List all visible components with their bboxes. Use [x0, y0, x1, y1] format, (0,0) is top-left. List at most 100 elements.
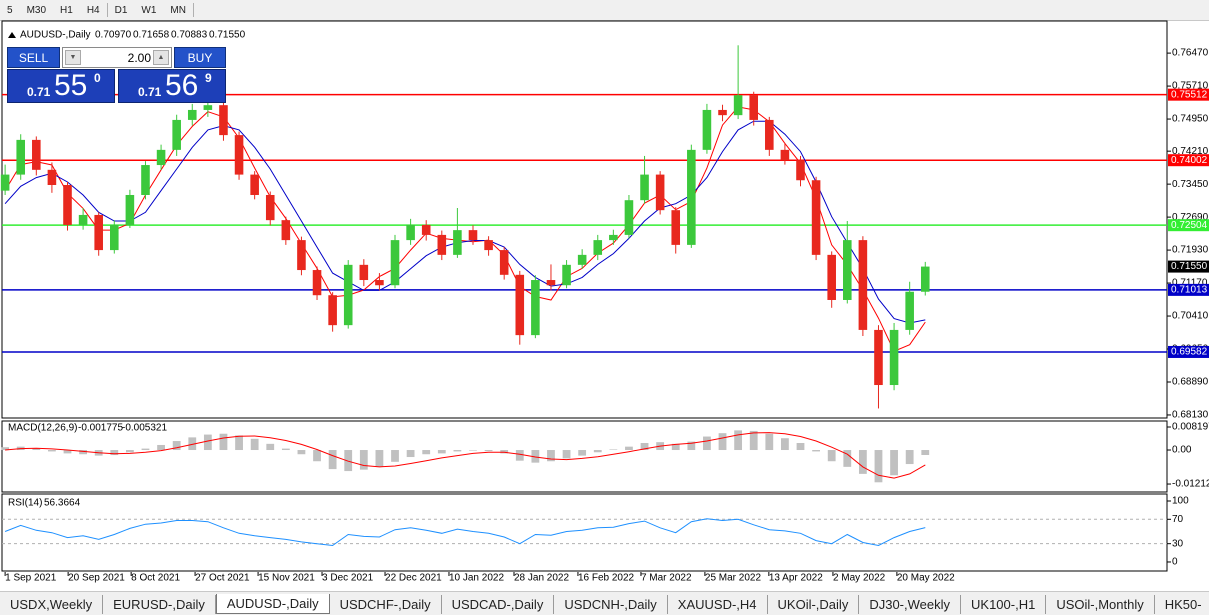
timeframe-button[interactable]: H4 [86, 4, 100, 16]
candle-body [765, 119, 774, 150]
y-tick-label: 0.68890 [1172, 377, 1209, 388]
chart-tab[interactable]: USDCHF-,Daily [330, 594, 442, 614]
candle-body [874, 329, 883, 386]
macd-bar [531, 450, 540, 463]
macd-signal [5, 432, 926, 479]
macd-bar [562, 450, 571, 459]
macd-bar [796, 443, 805, 451]
one-click-trading: SELL ▼ 2.00 ▲ BUY 0.71 55 0 0.71 56 9 [7, 47, 226, 103]
macd-bar [281, 448, 290, 451]
candle-body [453, 230, 462, 255]
macd-bar [874, 450, 883, 483]
y-tick-label: 0 [1172, 557, 1178, 568]
macd-bar [718, 433, 727, 451]
macd-bar [812, 450, 820, 452]
macd-bar [437, 450, 446, 454]
candle-body [281, 220, 291, 241]
x-tick-label: 1 Sep 2021 [5, 573, 57, 584]
lot-field[interactable]: ▼ 2.00 ▲ [62, 47, 172, 68]
timeframe-button[interactable]: H1 [60, 4, 73, 16]
pane-border [1, 20, 1168, 419]
macd-bar [515, 450, 524, 461]
macd-bar [250, 438, 259, 451]
macd-bar [391, 450, 399, 462]
candle-body [32, 139, 41, 170]
buy-price[interactable]: 0.71 56 9 [118, 69, 226, 103]
y-tick-label: -0.012121 [1172, 479, 1209, 490]
candle-body [593, 240, 603, 255]
macd-bar [219, 433, 228, 451]
chart-tab[interactable]: EURUSD-,Daily [103, 594, 216, 614]
chart-tab[interactable]: USDCAD-,Daily [442, 594, 555, 614]
timeframe-button[interactable]: 5 [7, 4, 13, 16]
macd-bar [32, 448, 41, 451]
candle-body [515, 274, 525, 336]
candle-body [203, 105, 213, 110]
x-tick-label: 15 Nov 2021 [258, 573, 315, 584]
candle-body [546, 280, 556, 286]
price-label-box [1168, 260, 1209, 273]
macd-bar [344, 450, 353, 472]
chart-tabs: USDX,Weekly EURUSD-,Daily AUDUSD-,Daily USD… [0, 591, 1209, 615]
macd-bar [781, 438, 789, 451]
chart-tab[interactable]: USDCNH-,Daily [554, 594, 668, 614]
candle-body [780, 149, 790, 161]
buy-button[interactable]: BUY [174, 47, 226, 68]
macd-bar [328, 450, 337, 470]
lot-up[interactable]: ▲ [153, 50, 169, 65]
timeframe-button[interactable]: MN [170, 4, 186, 16]
candle-body [390, 240, 400, 286]
x-tick-label: 27 Oct 2021 [195, 573, 250, 584]
x-tick-label: 7 Mar 2022 [641, 573, 692, 584]
candle-body [312, 270, 322, 296]
chart: 0.76470 0.75710 0.74950 0.74210 0.73450 0.726… [0, 20, 1209, 584]
chart-tab[interactable]: UK100-,H1 [961, 594, 1047, 614]
rsi-line [4, 518, 926, 547]
chart-tab[interactable]: UKOil-,Daily [768, 594, 860, 614]
candle-body [749, 95, 759, 120]
chart-tab[interactable]: HK50- [1155, 595, 1209, 614]
chart-tab[interactable]: USDX,Weekly [0, 594, 104, 614]
candle-body [94, 214, 103, 251]
indicator-value: 56.3664 [44, 498, 81, 509]
candle-body [141, 165, 150, 195]
timeframe-button[interactable]: W1 [141, 4, 157, 16]
macd-bar [484, 450, 493, 452]
macd-bar [500, 450, 509, 454]
macd-bar [313, 450, 321, 462]
timeframe-button[interactable]: D1 [114, 4, 128, 16]
macd-bar [157, 444, 165, 451]
price-prefix: 0.71 [27, 85, 51, 99]
sell-price[interactable]: 0.71 55 0 [7, 69, 115, 103]
lot-down[interactable]: ▼ [65, 50, 81, 65]
candle-body [125, 194, 135, 225]
y-tick-label: 0.74210 [1172, 146, 1209, 157]
chart-tab[interactable]: DJ30-,Weekly [859, 594, 962, 614]
candle-body [359, 264, 369, 281]
macd-bar [593, 450, 602, 453]
chart-tab[interactable]: XAUUSD-,H4 [668, 594, 768, 614]
macd-bar [749, 430, 758, 451]
chart-tab[interactable]: USOil-,Monthly [1046, 594, 1155, 614]
chart-tab[interactable]: AUDUSD-,Daily [215, 594, 330, 614]
macd-bar [203, 434, 212, 451]
candle-body [624, 200, 634, 235]
candle-body [0, 174, 10, 191]
macd-bar [63, 450, 72, 454]
macd-bar [687, 441, 696, 451]
ohlc-label: 0.71658 [133, 30, 170, 41]
y-tick-label: 0.74950 [1172, 114, 1209, 125]
candle-body [406, 224, 415, 241]
timeframe-button[interactable]: M30 [26, 4, 47, 16]
candle-body [655, 174, 665, 211]
indicator-value: -0.001775 [78, 423, 123, 434]
macd-bar [297, 450, 306, 455]
x-tick-label: 2 May 2022 [833, 573, 886, 584]
macd-bar [266, 443, 275, 451]
sell-button[interactable]: SELL [7, 47, 60, 68]
ohlc-label: 0.70883 [171, 30, 208, 41]
price-pips: 55 [54, 69, 88, 102]
ohlc-label: 0.70970 [95, 30, 132, 41]
candle-body [671, 210, 681, 245]
